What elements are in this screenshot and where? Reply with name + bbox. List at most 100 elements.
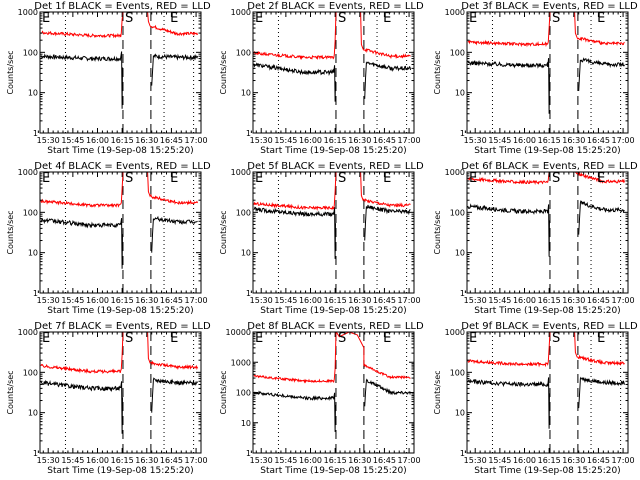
y-axis-label: Counts/sec	[433, 210, 442, 254]
marker-label-e: E	[469, 11, 477, 26]
x-tick-label: 15:30	[250, 136, 273, 145]
series-events-line	[40, 215, 198, 269]
panel-det-2f: Det 2f BLACK = Events, RED = LLD 1 10 100 10…	[219, 1, 424, 156]
x-axis-label: Start Time (19-Sep-08 15:25:20)	[260, 306, 406, 316]
y-tick-label: 1000	[18, 8, 38, 17]
x-tick-label: 16:15	[324, 136, 347, 145]
x-tick-label: 16:15	[111, 456, 134, 465]
y-axis-label: Counts/sec	[6, 50, 15, 94]
y-tick-label: 10	[455, 249, 465, 258]
x-tick-label: 16:30	[135, 296, 158, 305]
series-events-line	[467, 57, 625, 114]
x-tick-label: 15:45	[61, 296, 84, 305]
series-lld-line	[467, 172, 625, 185]
y-tick-label: 1	[33, 449, 38, 458]
x-tick-label: 15:30	[37, 456, 60, 465]
series-lld-line	[253, 172, 411, 211]
x-tick-label: 16:30	[135, 136, 158, 145]
x-axis-label: Start Time (19-Sep-08 15:25:20)	[474, 146, 620, 156]
y-tick-label: 10	[455, 89, 465, 98]
x-tick-label: 16:45	[373, 136, 396, 145]
x-tick-label: 17:00	[612, 296, 635, 305]
x-tick-label: 16:45	[587, 296, 610, 305]
marker-label-e: E	[597, 11, 605, 26]
panel-title: Det 7f BLACK = Events, RED = LLD	[34, 321, 211, 332]
panel-title: Det 5f BLACK = Events, RED = LLD	[247, 161, 424, 172]
y-tick-label: 10	[28, 249, 38, 258]
marker-label-e: E	[170, 11, 178, 26]
x-tick-label: 17:00	[398, 136, 421, 145]
y-tick-label: 1000	[231, 168, 251, 177]
y-tick-label: 10	[28, 89, 38, 98]
marker-label-s: S	[338, 11, 346, 26]
marker-label-s: S	[552, 11, 560, 26]
panel-det-3f: Det 3f BLACK = Events, RED = LLD 1 10 100 10…	[433, 1, 638, 156]
x-tick-label: 16:45	[587, 456, 610, 465]
y-tick-label: 1000	[231, 358, 251, 367]
x-tick-label: 16:45	[373, 296, 396, 305]
y-tick-label: 100	[23, 208, 38, 217]
x-tick-label: 16:30	[348, 456, 371, 465]
marker-label-e: E	[597, 171, 605, 186]
marker-label-e: E	[255, 171, 263, 186]
series-lld-line	[467, 332, 625, 368]
marker-label-e: E	[255, 11, 263, 26]
x-tick-label: 16:30	[562, 296, 585, 305]
x-tick-label: 16:00	[299, 296, 322, 305]
panel-det-8f: Det 8f BLACK = Events, RED = LLD 1 10 100 10…	[219, 321, 424, 476]
series-lld-line	[253, 12, 411, 61]
x-axis-label: Start Time (19-Sep-08 15:25:20)	[260, 466, 406, 476]
x-tick-label: 17:00	[612, 136, 635, 145]
marker-label-e: E	[383, 171, 391, 186]
x-axis-label: Start Time (19-Sep-08 15:25:20)	[47, 146, 193, 156]
x-tick-label: 16:00	[513, 456, 536, 465]
x-tick-label: 15:45	[61, 456, 84, 465]
panel-title: Det 3f BLACK = Events, RED = LLD	[461, 1, 638, 12]
y-tick-label: 100	[450, 208, 465, 217]
panel-det-5f: Det 5f BLACK = Events, RED = LLD 1 10 100 10…	[219, 161, 424, 316]
y-tick-label: 1	[460, 449, 465, 458]
x-tick-label: 15:30	[464, 136, 487, 145]
y-tick-label: 1000	[445, 168, 465, 177]
x-tick-label: 16:30	[562, 136, 585, 145]
x-tick-label: 17:00	[398, 456, 421, 465]
y-tick-label: 10	[28, 409, 38, 418]
series-events-line	[40, 51, 198, 109]
y-tick-label: 10	[241, 419, 251, 428]
x-tick-label: 15:30	[464, 456, 487, 465]
panel-title: Det 4f BLACK = Events, RED = LLD	[34, 161, 211, 172]
x-tick-label: 16:15	[111, 136, 134, 145]
x-axis-label: Start Time (19-Sep-08 15:25:20)	[47, 306, 193, 316]
panel-title: Det 8f BLACK = Events, RED = LLD	[247, 321, 424, 332]
y-tick-label: 1	[33, 289, 38, 298]
series-events-line	[467, 376, 625, 429]
marker-label-e: E	[255, 331, 263, 346]
x-tick-label: 17:00	[185, 456, 208, 465]
x-tick-label: 17:00	[398, 296, 421, 305]
marker-label-e: E	[383, 331, 391, 346]
y-tick-label: 1	[246, 289, 251, 298]
x-tick-label: 16:00	[86, 456, 109, 465]
panel-title: Det 2f BLACK = Events, RED = LLD	[247, 1, 424, 12]
x-tick-label: 16:00	[513, 296, 536, 305]
x-tick-label: 16:15	[538, 296, 561, 305]
y-tick-label: 1000	[18, 168, 38, 177]
x-tick-label: 16:45	[373, 456, 396, 465]
marker-label-e: E	[469, 171, 477, 186]
x-tick-label: 15:30	[464, 296, 487, 305]
y-tick-label: 10	[455, 409, 465, 418]
x-tick-label: 16:30	[348, 136, 371, 145]
panel-det-6f: Det 6f BLACK = Events, RED = LLD 1 10 100 10…	[433, 161, 638, 316]
y-tick-label: 100	[236, 48, 251, 57]
plot-frame	[39, 331, 202, 454]
plot-frame	[252, 11, 415, 134]
x-tick-label: 15:45	[274, 456, 297, 465]
x-tick-label: 17:00	[612, 456, 635, 465]
series-events-line	[467, 200, 625, 257]
marker-label-e: E	[42, 171, 50, 186]
marker-label-s: S	[552, 171, 560, 186]
series-lld-line	[467, 12, 625, 48]
y-tick-label: 10	[241, 89, 251, 98]
x-tick-label: 15:45	[274, 296, 297, 305]
y-tick-label: 10	[241, 249, 251, 258]
